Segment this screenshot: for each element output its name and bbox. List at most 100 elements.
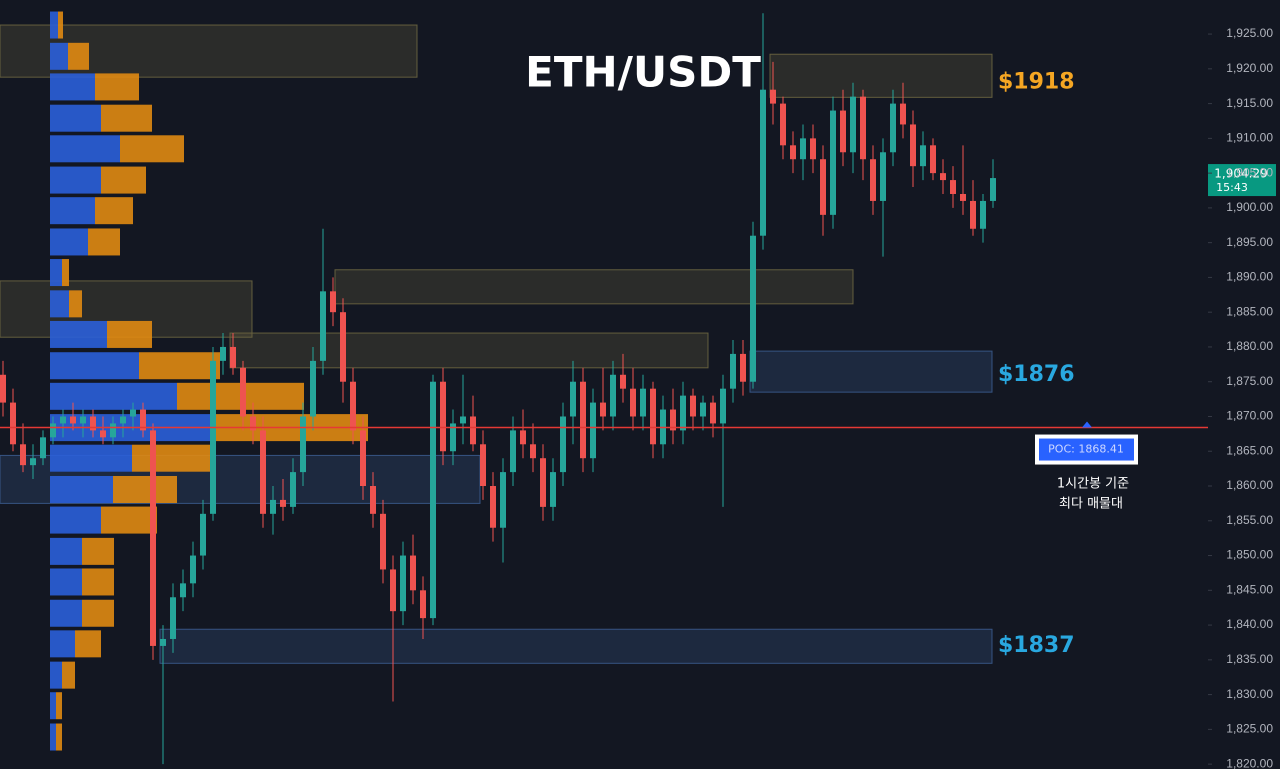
profile-buy: [50, 352, 139, 380]
candle-body: [370, 486, 376, 514]
candle-body: [330, 291, 336, 313]
profile-sell: [101, 166, 146, 194]
y-tick-label: 1,835.00: [1226, 652, 1273, 666]
candle-body: [650, 388, 656, 445]
y-tick-label: 1,830.00: [1226, 687, 1273, 701]
profile-sell: [82, 568, 114, 596]
candle-body: [890, 103, 896, 153]
zone-label: $1876: [998, 362, 1075, 387]
candle-body: [320, 291, 326, 361]
candle-body: [810, 138, 816, 160]
candle-body: [380, 513, 386, 570]
zone-label: $1837: [998, 633, 1075, 658]
candle-body: [50, 423, 56, 438]
candle-body: [180, 583, 186, 598]
annotation: 1시간봉 기준: [1057, 477, 1129, 492]
candle-body: [680, 395, 686, 431]
candle-body: [110, 423, 116, 438]
profile-buy: [50, 320, 107, 348]
y-tick-label: 1,925.00: [1226, 26, 1273, 40]
candle-body: [960, 193, 966, 201]
y-tick-label: 1,915.00: [1226, 96, 1273, 110]
candle-body: [250, 416, 256, 431]
y-tick-label: 1,870.00: [1226, 409, 1273, 423]
candle-body: [550, 472, 556, 507]
candle-body: [520, 430, 526, 445]
candle-body: [410, 555, 416, 591]
y-tick-label: 1,875.00: [1226, 374, 1273, 388]
candle-body: [800, 138, 806, 160]
candle-body: [200, 513, 206, 556]
y-tick-label: 1,860.00: [1226, 478, 1273, 492]
y-tick-label: 1,855.00: [1226, 513, 1273, 527]
y-tick-label: 1,840.00: [1226, 617, 1273, 631]
profile-buy: [50, 630, 75, 658]
candle-body: [910, 124, 916, 167]
last-time-label: 15:43: [1216, 181, 1248, 194]
candle-body: [580, 381, 586, 459]
candle-body: [500, 472, 506, 528]
candle-body: [490, 486, 496, 528]
candle-body: [850, 96, 856, 153]
y-tick-label: 1,895.00: [1226, 235, 1273, 249]
profile-buy: [50, 661, 62, 689]
candle-body: [90, 416, 96, 431]
candle-body: [610, 374, 616, 417]
profile-sell: [62, 661, 75, 689]
profile-sell: [101, 104, 152, 132]
candle-body: [20, 444, 26, 466]
candle-body: [920, 145, 926, 167]
zone: [334, 269, 854, 305]
candle-body: [230, 346, 236, 368]
annotation: 최다 매물대: [1059, 497, 1123, 512]
candle-body: [760, 89, 766, 236]
candle-body: [530, 444, 536, 459]
candle-body: [990, 178, 996, 201]
candle-body: [0, 374, 6, 403]
candle-body: [710, 402, 716, 424]
profile-sell: [68, 42, 89, 70]
candle-body: [480, 444, 486, 487]
profile-buy: [50, 382, 177, 410]
y-tick-label: 1,850.00: [1226, 548, 1273, 562]
candle-body: [400, 555, 406, 612]
last-price-label: 1,904.29: [1214, 167, 1267, 181]
candle-body: [570, 381, 576, 417]
y-tick-label: 1,845.00: [1226, 582, 1273, 596]
candle-body: [420, 590, 426, 619]
y-tick-label: 1,900.00: [1226, 200, 1273, 214]
profile-sell: [75, 630, 101, 658]
profile-sell: [132, 444, 215, 472]
zone: [159, 628, 993, 664]
candle-body: [10, 402, 16, 445]
candle-body: [220, 346, 226, 361]
profile-sell: [95, 73, 139, 101]
profile-sell: [95, 197, 133, 225]
candle-body: [60, 416, 66, 424]
profile-buy: [50, 104, 101, 132]
profile-buy: [50, 723, 56, 751]
y-tick-label: 1,905.00: [1226, 165, 1273, 179]
candle-body: [780, 103, 786, 146]
profile-sell: [113, 475, 177, 503]
candle-body: [670, 409, 676, 431]
y-tick-label: 1,920.00: [1226, 61, 1273, 75]
candle-body: [390, 569, 396, 612]
candle-body: [240, 367, 246, 417]
candle-body: [600, 402, 606, 417]
candle-body: [160, 638, 166, 646]
candle-body: [840, 110, 846, 153]
candle-body: [640, 388, 646, 417]
candle-body: [460, 416, 466, 424]
candle-body: [360, 430, 366, 487]
candle-body: [440, 381, 446, 452]
candle-body: [970, 200, 976, 229]
candle-body: [510, 430, 516, 473]
y-tick-label: 1,865.00: [1226, 443, 1273, 457]
candle-body: [430, 381, 436, 619]
y-tick-label: 1,910.00: [1226, 131, 1273, 145]
candle-body: [260, 430, 266, 514]
candle-body: [350, 381, 356, 431]
profile-sell: [58, 11, 63, 39]
